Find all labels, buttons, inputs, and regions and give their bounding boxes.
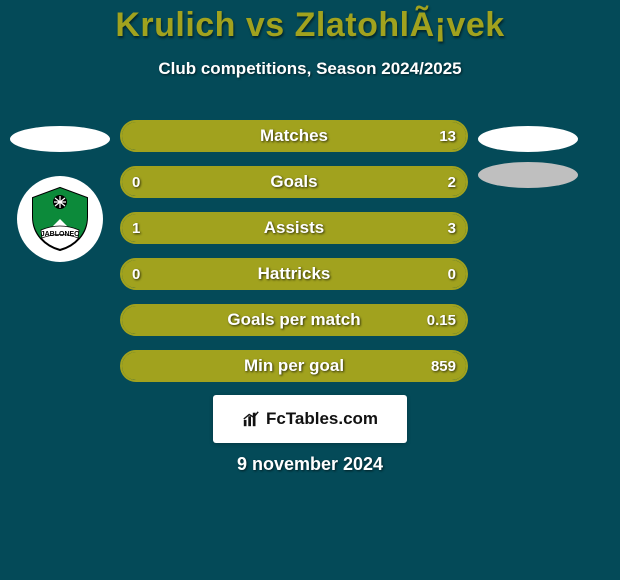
right-side <box>468 120 588 188</box>
stat-label: Assists <box>122 214 466 242</box>
stat-label: Goals per match <box>122 306 466 334</box>
left-side: JABLONEC <box>0 120 120 262</box>
left-club-badge: JABLONEC <box>17 176 103 262</box>
stat-row: Hattricks0 0 <box>120 258 468 290</box>
stat-value-right: 2 <box>448 168 456 196</box>
columns: JABLONEC Matches13Goals02Assists13Hattri… <box>0 120 620 382</box>
chart-icon <box>242 410 260 428</box>
stat-value-right: 3 <box>448 214 456 242</box>
stat-row: Assists1 3 <box>120 212 468 244</box>
left-player-slot <box>10 126 110 152</box>
stat-value-left: 0 <box>132 260 140 288</box>
stat-row: Goals0 2 <box>120 166 468 198</box>
right-player-slot-1 <box>478 126 578 152</box>
source-badge: FcTables.com <box>213 395 407 443</box>
comparison-chart: Krulich vs ZlatohlÃ¡vek Club competition… <box>0 0 620 580</box>
stat-value-right: 859 <box>431 352 456 380</box>
stat-value-right: 0 <box>448 260 456 288</box>
stat-label: Hattricks <box>122 260 466 288</box>
right-player-slot-2 <box>478 162 578 188</box>
stat-value-left: 0 <box>132 168 140 196</box>
stat-row: Goals per match0.15 <box>120 304 468 336</box>
source-badge-text: FcTables.com <box>266 409 378 429</box>
stat-label: Min per goal <box>122 352 466 380</box>
page-title: Krulich vs ZlatohlÃ¡vek <box>0 0 620 45</box>
stat-row: Matches13 <box>120 120 468 152</box>
stat-label: Matches <box>122 122 466 150</box>
stat-label: Goals <box>122 168 466 196</box>
stat-value-left: 1 <box>132 214 140 242</box>
stat-bars: Matches13Goals02Assists13Hattricks00Goal… <box>120 120 468 382</box>
stat-value-right: 0.15 <box>427 306 456 334</box>
subtitle: Club competitions, Season 2024/2025 <box>0 59 620 79</box>
club-badge-icon: JABLONEC <box>25 184 95 254</box>
svg-text:JABLONEC: JABLONEC <box>41 231 80 238</box>
stat-value-right: 13 <box>439 122 456 150</box>
stat-row: Min per goal859 <box>120 350 468 382</box>
footer-date: 9 november 2024 <box>0 454 620 475</box>
source-badge-inner: FcTables.com <box>242 409 378 429</box>
